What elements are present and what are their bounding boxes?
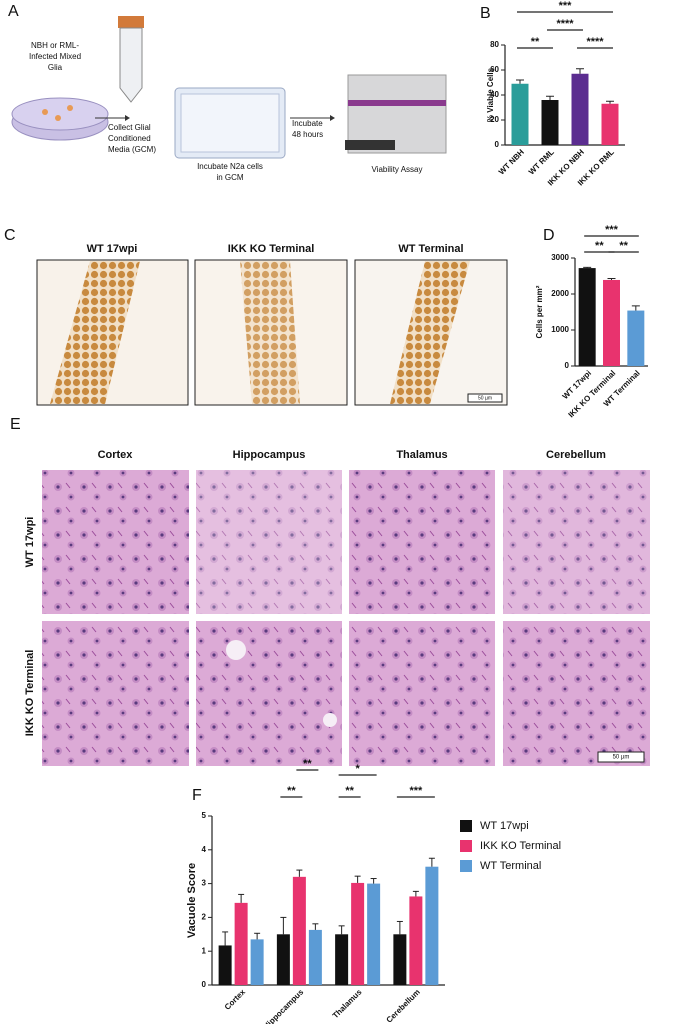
x-tick-label: WT RML (527, 147, 556, 176)
significance-label: ** (345, 785, 354, 797)
diagram-label: Infected Mixed (29, 52, 81, 61)
x-tick-label: Hippocampus (262, 987, 306, 1024)
panel-label: B (480, 5, 491, 22)
panel-label: E (10, 416, 21, 433)
y-tick-label: 1 (202, 946, 207, 955)
panel-label: C (4, 227, 16, 244)
legend-swatch (460, 820, 472, 832)
bar (335, 934, 349, 985)
significance-label: *** (605, 224, 619, 236)
legend-label: IKK KO Terminal (480, 840, 561, 852)
diagram-label: Incubate (292, 119, 323, 128)
y-tick-label: 2 (202, 913, 207, 922)
y-tick-label: 20 (490, 115, 499, 124)
bar (250, 939, 264, 985)
significance-label: *** (559, 0, 573, 12)
bar (351, 882, 365, 985)
bar (627, 310, 645, 366)
y-tick-label: 3 (202, 879, 207, 888)
x-tick-label: WT NBH (497, 147, 526, 176)
panel-label: D (543, 227, 555, 244)
diagram-label: in GCM (216, 173, 243, 182)
diagram-label: Media (GCM) (108, 145, 156, 154)
y-tick-label: 60 (490, 65, 499, 74)
bar (308, 929, 322, 985)
bar (409, 896, 423, 985)
column-title: Hippocampus (233, 449, 306, 461)
bar (218, 945, 232, 985)
diagram-label: NBH or RML- (31, 41, 79, 50)
panel-label: A (8, 3, 19, 20)
legend-swatch (460, 840, 472, 852)
significance-label: * (355, 763, 360, 775)
y-axis-label: Cells per mm² (535, 285, 544, 338)
diagram-label: Viability Assay (372, 165, 423, 174)
x-tick-label: Cortex (223, 987, 248, 1012)
diagram-label: Conditioned (108, 134, 151, 143)
y-tick-label: 2000 (551, 289, 569, 298)
bar (578, 268, 596, 366)
y-tick-label: 0 (202, 980, 207, 989)
bar (393, 934, 407, 985)
bar (541, 100, 559, 145)
micrographs-c (36, 259, 508, 406)
diagram-label: Collect Glial (108, 123, 151, 132)
significance-label: **** (586, 36, 604, 48)
significance-label: ** (619, 240, 628, 252)
y-tick-label: 3000 (551, 253, 569, 262)
significance-label: ** (595, 240, 604, 252)
x-tick-label: Cerebellum (385, 988, 422, 1024)
y-tick-label: 40 (490, 90, 499, 99)
row-title: IKK KO Terminal (24, 650, 36, 737)
diagram-label: 48 hours (292, 130, 323, 139)
bar (571, 73, 589, 145)
significance-label: ** (531, 36, 540, 48)
diagram-label: Glia (48, 63, 63, 72)
bar (234, 902, 248, 985)
significance-label: **** (556, 18, 574, 30)
scale-bar-label: 50 µm (613, 755, 630, 761)
bar (603, 279, 620, 366)
y-axis-label: Vacuole Score (186, 863, 198, 938)
micrographs-e (42, 470, 650, 766)
y-tick-label: 4 (202, 845, 207, 854)
bar (367, 883, 381, 985)
bar (292, 876, 306, 985)
column-title: Cerebellum (546, 449, 606, 461)
panel-label: F (192, 787, 202, 804)
bar (276, 934, 290, 985)
row-title: WT 17wpi (24, 517, 36, 568)
y-tick-label: 1000 (551, 325, 569, 334)
diagram-label: Incubate N2a cells (197, 162, 263, 171)
y-tick-label: 5 (202, 811, 207, 820)
legend-label: WT 17wpi (480, 820, 529, 832)
legend-label: WT Terminal (480, 860, 541, 872)
x-tick-label: Thalamus (331, 987, 364, 1020)
significance-label: *** (409, 785, 423, 797)
y-axis-label: % Viable Cells (486, 67, 495, 122)
scale-bar-label: 50 µm (478, 395, 492, 401)
significance-label: ** (303, 758, 312, 770)
y-tick-label: 0 (495, 140, 500, 149)
column-title: Cortex (98, 449, 134, 461)
bar (511, 83, 529, 145)
micrograph-title: IKK KO Terminal (228, 243, 315, 255)
column-title: Thalamus (396, 449, 447, 461)
bar (601, 103, 619, 145)
legend-swatch (460, 860, 472, 872)
micrograph-title: WT Terminal (398, 243, 463, 255)
y-tick-label: 0 (565, 361, 570, 370)
significance-label: ** (287, 785, 296, 797)
y-tick-label: 80 (490, 40, 499, 49)
diagram-art (11, 16, 447, 159)
bar (425, 866, 439, 985)
micrograph-title: WT 17wpi (87, 243, 138, 255)
